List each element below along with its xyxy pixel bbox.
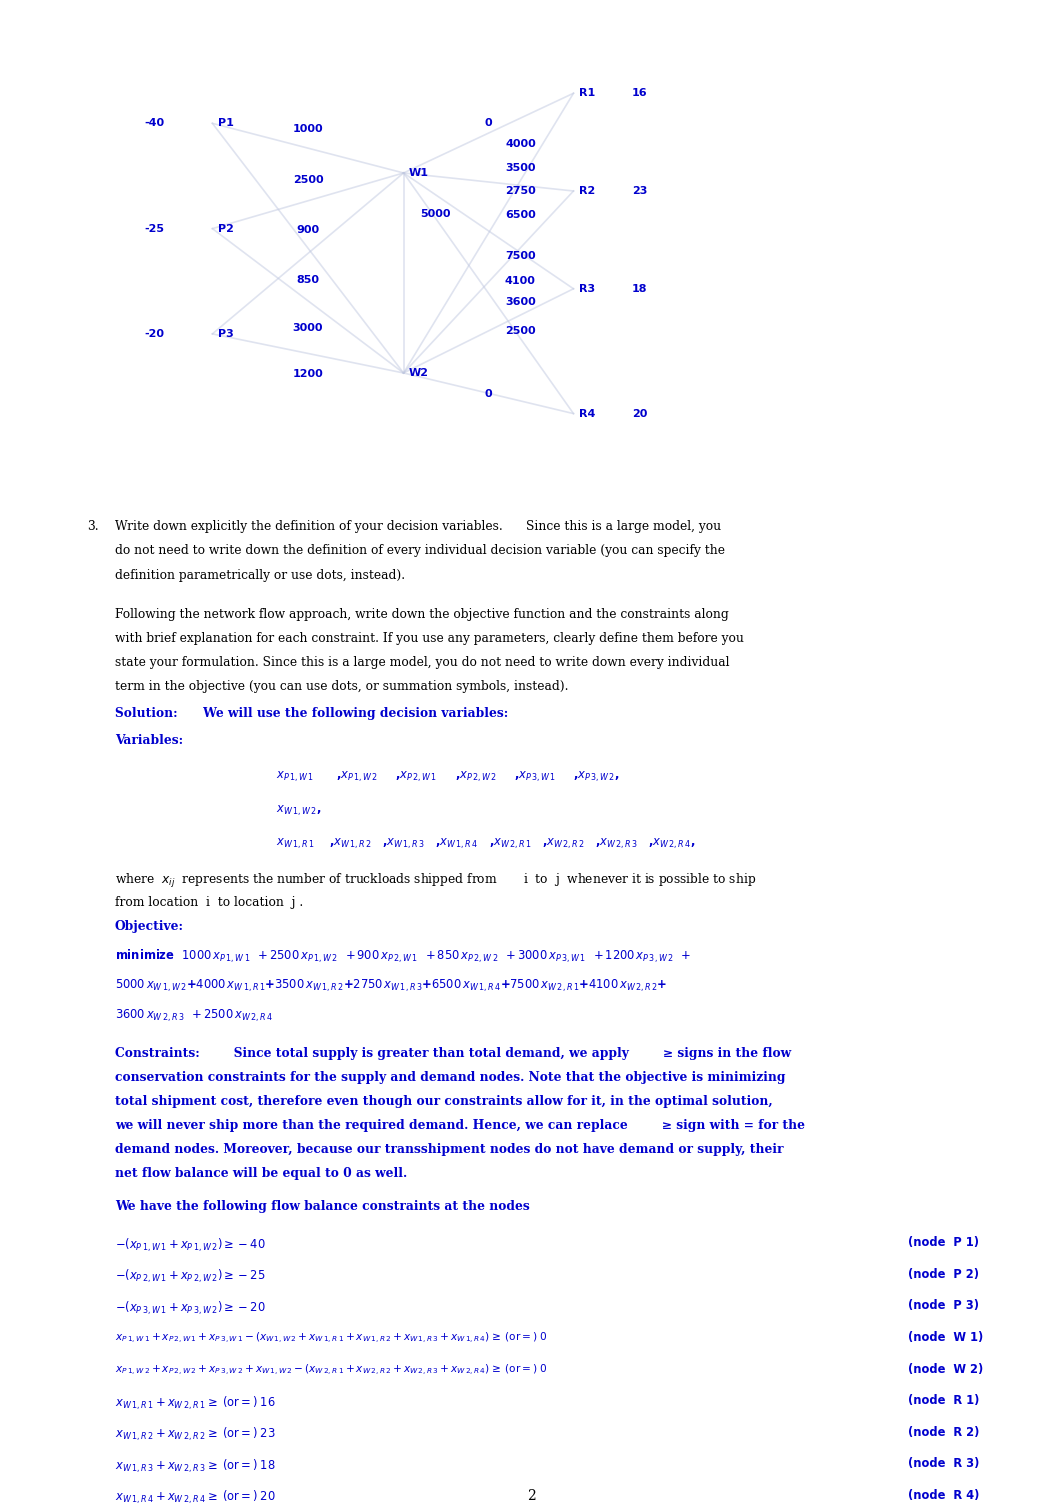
Text: 3600: 3600 [506,298,535,307]
Text: 850: 850 [296,275,320,284]
Text: 900: 900 [296,226,320,235]
Text: W1: W1 [409,168,429,177]
Text: demand nodes. Moreover, because our transshipment nodes do not have demand or su: demand nodes. Moreover, because our tran… [115,1143,783,1157]
Text: (node  R 1): (node R 1) [908,1394,979,1408]
Text: do not need to write down the definition of every individual decision variable (: do not need to write down the definition… [115,544,724,558]
Text: ,$x_{W\,2,R\,4}$,: ,$x_{W\,2,R\,4}$, [648,836,696,851]
Text: (node  P 2): (node P 2) [908,1268,979,1281]
Text: $x_{W\,1,R\,4} + x_{W\,2,R\,4} \geq\;(\text{or}=)\;20$: $x_{W\,1,R\,4} + x_{W\,2,R\,4} \geq\;(\t… [115,1489,275,1504]
Text: ,$x_{W\,1,R\,2}$: ,$x_{W\,1,R\,2}$ [329,836,372,851]
Text: $x_{W\,1,W\,2}$,: $x_{W\,1,W\,2}$, [276,803,322,818]
Text: with brief explanation for each constraint. If you use any parameters, clearly d: with brief explanation for each constrai… [115,632,743,645]
Text: ,$x_{W\,2,R\,1}$: ,$x_{W\,2,R\,1}$ [489,836,531,851]
Text: ,$x_{P\,3,W\,2}$,: ,$x_{P\,3,W\,2}$, [573,770,620,785]
Text: 7500: 7500 [506,251,535,260]
Text: $-(x_{P\,3,W\,1} + x_{P\,3,W\,2}) \geq -20$: $-(x_{P\,3,W\,1} + x_{P\,3,W\,2}) \geq -… [115,1299,266,1318]
Text: (node  R 2): (node R 2) [908,1426,979,1439]
Text: where  $x_{ij}$  represents the number of truckloads shipped from       i  to  j: where $x_{ij}$ represents the number of … [115,872,756,890]
Text: 1200: 1200 [293,370,323,379]
Text: (node  P 3): (node P 3) [908,1299,979,1313]
Text: from location  i  to location  j .: from location i to location j . [115,896,303,910]
Text: R1: R1 [579,89,595,98]
Text: P2: P2 [218,224,234,233]
Text: Following the network flow approach, write down the objective function and the c: Following the network flow approach, wri… [115,608,729,621]
Text: R2: R2 [579,186,595,196]
Text: 20: 20 [632,409,647,418]
Text: 3.: 3. [87,520,99,534]
Text: Solution:      We will use the following decision variables:: Solution: We will use the following deci… [115,707,508,720]
Text: state your formulation. Since this is a large model, you do not need to write do: state your formulation. Since this is a … [115,656,730,669]
Text: Objective:: Objective: [115,920,184,934]
Text: -40: -40 [144,119,165,128]
Text: ,$x_{W\,2,R\,3}$: ,$x_{W\,2,R\,3}$ [595,836,637,851]
Text: 5000: 5000 [421,209,450,218]
Text: Variables:: Variables: [115,734,183,747]
Text: R4: R4 [579,409,595,418]
Text: 0: 0 [484,390,493,399]
Text: Constraints:        Since total supply is greater than total demand, we apply   : Constraints: Since total supply is great… [115,1047,791,1060]
Text: $-(x_{P\,1,W\,1} + x_{P\,1,W\,2}) \geq -40$: $-(x_{P\,1,W\,1} + x_{P\,1,W\,2}) \geq -… [115,1236,266,1254]
Text: $3600\,x_{W\,2,R\,3}$  $+\,2500\,x_{W\,2,R\,4}$: $3600\,x_{W\,2,R\,3}$ $+\,2500\,x_{W\,2,… [115,1008,273,1024]
Text: ,$x_{W\,2,R\,2}$: ,$x_{W\,2,R\,2}$ [542,836,584,851]
Text: minimize  $1000\,x_{P\,1,W\,1}$  $+\,2500\,x_{P\,1,W\,2}$  $+\,900\,x_{P\,2,W\,1: minimize $1000\,x_{P\,1,W\,1}$ $+\,2500\… [115,948,691,966]
Text: (node  P 1): (node P 1) [908,1236,979,1250]
Text: P1: P1 [218,119,234,128]
Text: 2500: 2500 [506,326,535,335]
Text: We have the following flow balance constraints at the nodes: We have the following flow balance const… [115,1200,530,1214]
Text: 18: 18 [632,284,648,293]
Text: -20: -20 [144,329,165,338]
Text: ,$x_{P\,1,W\,2}$: ,$x_{P\,1,W\,2}$ [336,770,378,785]
Text: net flow balance will be equal to 0 as well.: net flow balance will be equal to 0 as w… [115,1167,407,1181]
Text: definition parametrically or use dots, instead).: definition parametrically or use dots, i… [115,569,405,582]
Text: $-(x_{P\,2,W\,1} + x_{P\,2,W\,2}) \geq -25$: $-(x_{P\,2,W\,1} + x_{P\,2,W\,2}) \geq -… [115,1268,266,1286]
Text: 2750: 2750 [506,186,535,196]
Text: 23: 23 [632,186,647,196]
Text: conservation constraints for the supply and demand nodes. Note that the objectiv: conservation constraints for the supply … [115,1071,785,1084]
Text: 0: 0 [484,119,493,128]
Text: 4100: 4100 [504,277,536,286]
Text: (node  R 4): (node R 4) [908,1489,979,1502]
Text: Write down explicitly the definition of your decision variables.      Since this: Write down explicitly the definition of … [115,520,721,534]
Text: total shipment cost, therefore even though our constraints allow for it, in the : total shipment cost, therefore even thou… [115,1095,772,1108]
Text: $x_{P\,1,W\,2} + x_{P\,2,W\,2} + x_{P\,3,W\,2} + x_{W\,1,W\,2} - (x_{W\,2,R\,1} : $x_{P\,1,W\,2} + x_{P\,2,W\,2} + x_{P\,3… [115,1363,547,1378]
Text: $x_{P\,1,W\,1}$: $x_{P\,1,W\,1}$ [276,770,314,785]
Text: $x_{W\,1,R\,3} + x_{W\,2,R\,3} \geq\;(\text{or}=)\;18$: $x_{W\,1,R\,3} + x_{W\,2,R\,3} \geq\;(\t… [115,1457,275,1475]
Text: R3: R3 [579,284,595,293]
Text: -25: -25 [144,224,165,233]
Text: $x_{W\,1,R\,1}$: $x_{W\,1,R\,1}$ [276,836,315,851]
Text: (node  R 3): (node R 3) [908,1457,979,1471]
Text: ,$x_{P\,3,W\,1}$: ,$x_{P\,3,W\,1}$ [514,770,556,785]
Text: 2500: 2500 [293,176,323,185]
Text: $x_{W\,1,R\,2} + x_{W\,2,R\,2} \geq\;(\text{or}=)\;23$: $x_{W\,1,R\,2} + x_{W\,2,R\,2} \geq\;(\t… [115,1426,275,1444]
Text: $x_{P\,1,W\,1} + x_{P\,2,W\,1} + x_{P\,3,W\,1} - (x_{W\,1,W\,2} + x_{W\,1,R\,1} : $x_{P\,1,W\,1} + x_{P\,2,W\,1} + x_{P\,3… [115,1331,547,1346]
Text: 2: 2 [527,1489,535,1502]
Text: 4000: 4000 [506,140,535,149]
Text: $5000\,x_{W\,1,W\,2}$+$4000\,x_{W\,1,R\,1}$+$3500\,x_{W\,1,R\,2}$+$2750\,x_{W\,1: $5000\,x_{W\,1,W\,2}$+$4000\,x_{W\,1,R\,… [115,978,667,994]
Text: 1000: 1000 [293,125,323,134]
Text: 6500: 6500 [506,211,535,220]
Text: we will never ship more than the required demand. Hence, we can replace        ≥: we will never ship more than the require… [115,1119,805,1133]
Text: 3000: 3000 [293,323,323,332]
Text: 16: 16 [632,89,648,98]
Text: term in the objective (you can use dots, or summation symbols, instead).: term in the objective (you can use dots,… [115,680,568,693]
Text: (node  W 1): (node W 1) [908,1331,983,1345]
Text: ,$x_{P\,2,W\,2}$: ,$x_{P\,2,W\,2}$ [455,770,497,785]
Text: 3500: 3500 [506,164,535,173]
Text: P3: P3 [218,329,234,338]
Text: ,$x_{W\,1,R\,3}$: ,$x_{W\,1,R\,3}$ [382,836,425,851]
Text: W2: W2 [409,368,429,378]
Text: $x_{W\,1,R\,1} + x_{W\,2,R\,1} \geq\;(\text{or}=)\;16$: $x_{W\,1,R\,1} + x_{W\,2,R\,1} \geq\;(\t… [115,1394,275,1412]
Text: ,$x_{W\,1,R\,4}$: ,$x_{W\,1,R\,4}$ [435,836,479,851]
Text: ,$x_{P\,2,W\,1}$: ,$x_{P\,2,W\,1}$ [395,770,438,785]
Text: (node  W 2): (node W 2) [908,1363,983,1376]
